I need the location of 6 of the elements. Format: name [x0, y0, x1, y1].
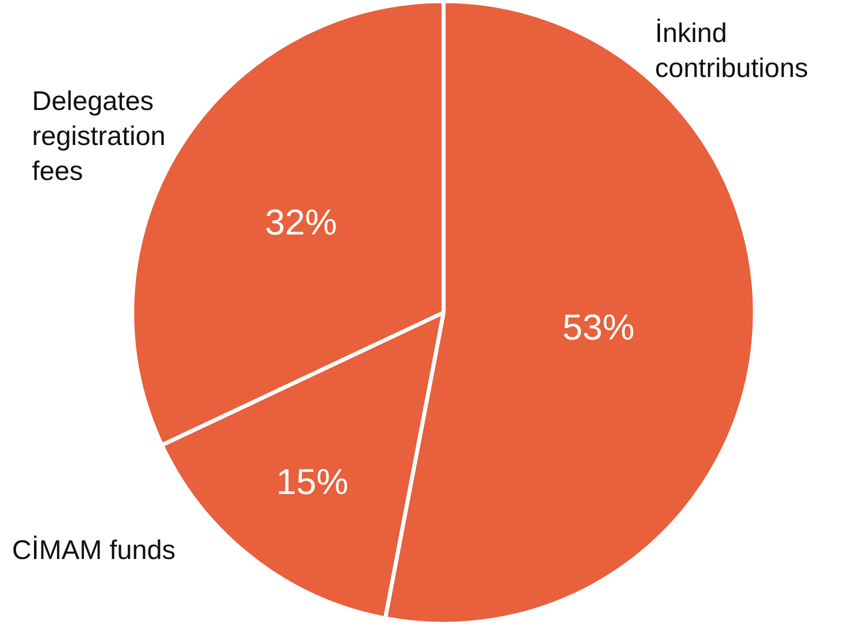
slice-label: Delegates registration fees — [32, 86, 166, 186]
data-label: 15% — [276, 461, 348, 502]
data-label: 53% — [562, 306, 635, 348]
slice-label: CİMAM funds — [12, 535, 176, 565]
data-label: 32% — [264, 202, 338, 243]
slice-label: İnkind contributions — [655, 18, 808, 84]
